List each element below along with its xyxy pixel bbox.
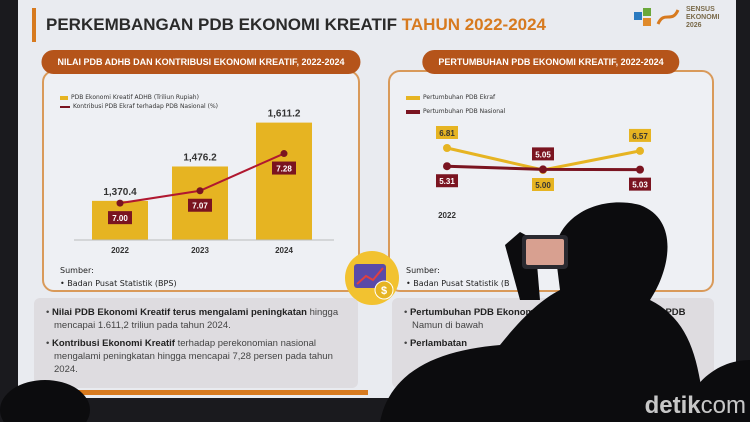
value-label: 5.03 [632,181,648,190]
x-tick-label: 2022 [111,246,129,255]
bps-logo-icon [634,8,680,26]
line-point [443,144,451,152]
accent-bar [48,390,368,395]
left-panel-header: NILAI PDB ADHB DAN KONTRIBUSI EKONOMI KR… [41,50,361,74]
detik-watermark: detikcom [644,392,746,419]
note-item: • Nilai PDB Ekonomi Kreatif terus mengal… [46,307,339,331]
value-label: 6.57 [632,132,648,141]
value-label-box [629,128,651,142]
line-point [116,199,124,207]
slide-title: PERKEMBANGAN PDB EKONOMI KREATIF TAHUN 2… [32,8,546,42]
bar-value-label: 1,370.4 [103,187,137,198]
legend-item-bar: PDB Ekonomi Kreatif ADHB (Triliun Rupiah… [60,94,199,101]
line-point [636,165,644,174]
line-value-label: 7.07 [192,202,208,211]
right-panel-header: PERTUMBUHAN PDB EKONOMI KREATIF, 2022-20… [422,50,680,74]
legend-item-ekraf: Pertumbuhan PDB Ekraf [406,94,495,101]
line-value-label: 7.00 [112,214,128,223]
left-chart-panel: NILAI PDB ADHB DAN KONTRIBUSI EKONOMI KR… [41,50,361,292]
bar-line-chart: 1,370.4 2022 1,476.2 2023 1,611.2 2024 7.00 7.0… [74,109,334,255]
sensus-ekonomi-logo: SENSUS EKONOMI 2026 [632,6,720,30]
line-label-box [272,161,296,175]
bar [256,122,312,240]
line-label-box [108,211,132,225]
source-text: • Badan Pusat Statistik (BPS) [60,279,177,288]
value-label-box [532,147,554,161]
line-value-label: 7.28 [276,165,292,174]
legend-item-nasional: Pertumbuhan PDB Nasional [406,108,505,115]
legend-item-line: Kontribusi PDB Ekraf terhadap PDB Nasion… [60,103,218,110]
value-label-box [532,178,554,191]
value-label: 6.81 [439,129,455,138]
svg-text:$: $ [381,285,387,297]
value-label: 5.31 [439,177,455,186]
presentation-slide: PERKEMBANGAN PDB EKONOMI KREATIF TAHUN 2… [18,0,736,398]
bar-value-label: 1,611.2 [268,109,301,120]
line-point [280,150,288,158]
title-years: TAHUN 2022-2024 [401,15,547,34]
value-label-box [436,126,458,139]
value-label-box [436,174,458,188]
left-notes: • Nilai PDB Ekonomi Kreatif terus mengal… [34,298,358,388]
bar-value-label: 1,476.2 [183,152,217,163]
growth-line-chart: 2022 6.81 5.00 6.57 5.31 5.05 5.03 [436,126,651,220]
note-item: • Kontribusi Ekonomi Kreatif terhadap pe… [46,338,333,375]
line-point [539,165,547,174]
source-label: Sumber: [60,266,94,275]
x-tick-label: 2023 [191,246,209,255]
value-label: 5.05 [535,150,551,159]
value-label-box [629,177,651,191]
line-point [196,187,204,195]
source-label: Sumber: [406,266,440,275]
line-point [636,146,644,155]
x-tick-label: 2024 [275,246,293,255]
source-text: • Badan Pusat Statistik (B [406,279,510,288]
x-tick-label: 2022 [438,211,456,220]
line-label-box [188,198,212,212]
value-label: 5.00 [535,181,551,190]
line-point [443,162,451,171]
title-main: PERKEMBANGAN PDB EKONOMI KREATIF [46,15,398,34]
note-item: • Perlambatan [404,338,467,349]
growth-chart-money-icon: $ [345,251,399,305]
